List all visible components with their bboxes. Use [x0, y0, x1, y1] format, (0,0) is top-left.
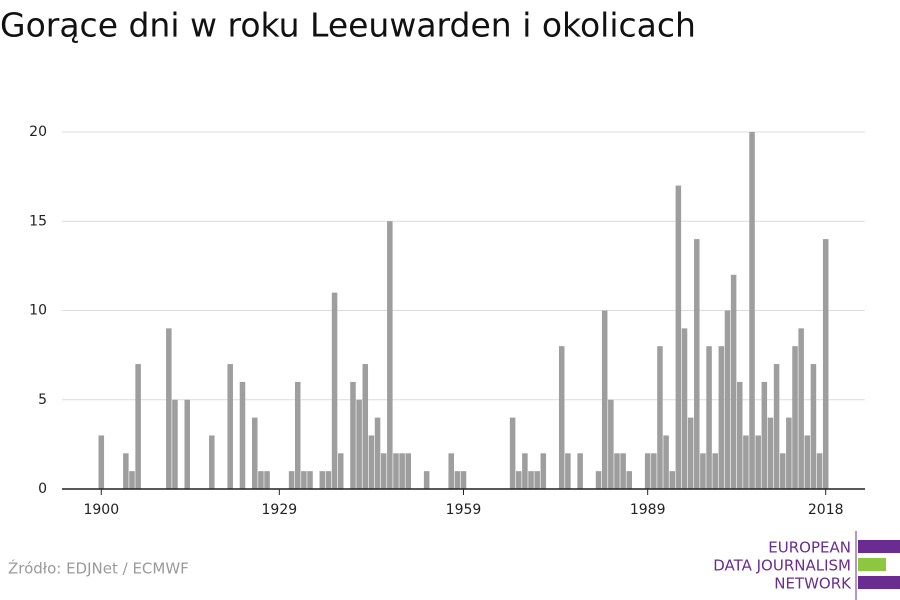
bar	[294, 381, 301, 489]
bar	[761, 381, 768, 489]
bar	[98, 435, 105, 489]
bar	[651, 453, 657, 489]
bar	[325, 471, 332, 489]
bar	[362, 364, 369, 489]
bar	[264, 471, 270, 489]
bar	[620, 453, 626, 489]
bar	[608, 399, 614, 489]
bar	[644, 453, 651, 489]
logo-text: DATA JOURNALISM	[713, 557, 851, 575]
bar	[694, 239, 700, 489]
bar	[387, 221, 393, 489]
bar	[374, 417, 381, 489]
bar	[405, 453, 412, 489]
bar	[301, 471, 307, 489]
bar	[307, 471, 313, 489]
bar	[239, 381, 246, 489]
bar	[166, 328, 172, 489]
y-tick-label: 10	[29, 303, 47, 319]
bar	[681, 328, 688, 489]
source: Źródło: EDJNet / ECMWF	[8, 559, 189, 578]
bar	[534, 471, 540, 489]
bar	[626, 471, 633, 489]
bar	[350, 381, 356, 489]
bar	[209, 435, 215, 489]
bar	[743, 435, 749, 489]
bar	[129, 471, 135, 489]
y-tick-label: 20	[29, 124, 47, 140]
bar	[288, 471, 295, 489]
bar	[712, 453, 718, 489]
bar	[252, 417, 258, 489]
x-tick-label: 2018	[808, 502, 844, 518]
bar	[423, 471, 430, 489]
bar	[565, 453, 571, 489]
x-tick-label: 1900	[83, 502, 119, 518]
chart-title: Gorące dni w roku Leeuwarden i okolicach	[0, 6, 696, 45]
bar	[810, 364, 817, 489]
bar	[687, 417, 694, 489]
bar	[755, 435, 761, 489]
bar	[804, 435, 811, 489]
bar	[172, 399, 178, 489]
bar	[393, 453, 399, 489]
bar	[460, 471, 467, 489]
y-tick-label: 0	[38, 481, 47, 497]
bar	[749, 132, 755, 489]
bar	[779, 453, 786, 489]
bar	[380, 453, 387, 489]
bar	[700, 453, 706, 489]
x-tick-label: 1959	[446, 502, 482, 518]
bar	[675, 185, 682, 490]
bar	[528, 471, 534, 489]
bar	[331, 292, 338, 489]
logo-bar	[858, 558, 886, 571]
x-tick-label: 1989	[630, 502, 666, 518]
bar	[657, 346, 663, 489]
bar	[724, 310, 731, 489]
bar	[595, 471, 602, 489]
bar	[792, 346, 798, 489]
bar	[337, 453, 344, 489]
bar	[558, 346, 565, 489]
bar	[123, 453, 129, 489]
bar	[399, 453, 405, 489]
bar	[448, 453, 454, 489]
bar	[786, 417, 792, 489]
bar	[368, 435, 375, 489]
bar	[515, 471, 522, 489]
bar	[822, 239, 829, 489]
bar	[730, 274, 737, 489]
y-tick-label: 5	[38, 392, 47, 408]
bar	[454, 471, 461, 489]
bar	[767, 417, 774, 489]
y-tick-label: 15	[29, 213, 47, 229]
bar	[356, 399, 362, 489]
bar	[736, 381, 743, 489]
logo-bar	[858, 540, 900, 553]
bar	[184, 399, 191, 489]
x-tick-label: 1929	[262, 502, 298, 518]
logo-text: EUROPEAN	[768, 539, 851, 557]
bar	[798, 328, 804, 489]
bar	[522, 453, 528, 489]
bar	[718, 346, 725, 489]
bar	[135, 364, 141, 489]
logo-bar	[858, 576, 900, 589]
bar	[509, 417, 516, 489]
bar	[669, 471, 675, 489]
bar	[773, 364, 780, 489]
bar	[258, 471, 264, 489]
bar	[319, 471, 326, 489]
bar	[227, 364, 233, 489]
bar	[614, 453, 620, 489]
bar	[816, 453, 823, 489]
logo-text: NETWORK	[774, 575, 852, 593]
bar	[706, 346, 712, 489]
bar	[540, 453, 547, 489]
bar	[577, 453, 583, 489]
bar	[601, 310, 608, 489]
bar	[663, 435, 669, 489]
